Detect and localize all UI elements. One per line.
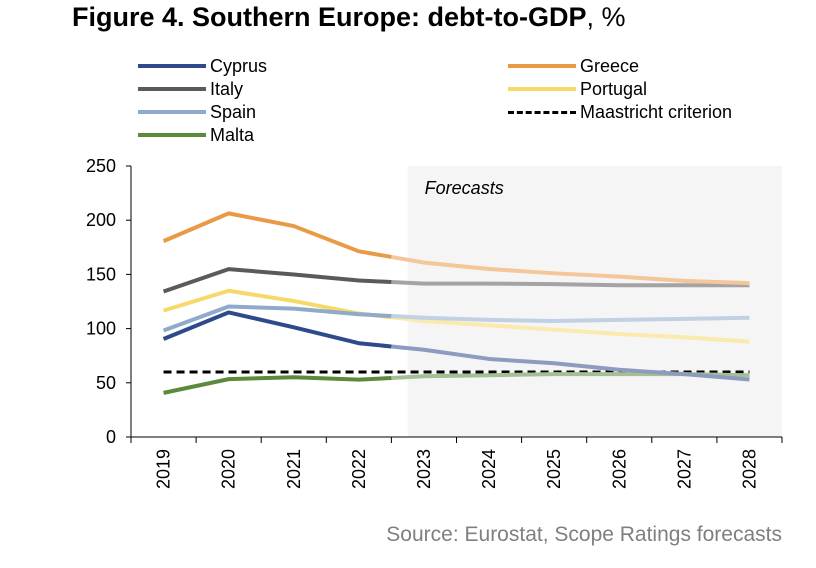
series-line-greece	[162, 211, 392, 259]
chart-title-main: Figure 4. Southern Europe: debt-to-GDP	[72, 2, 587, 32]
series-line-forecast-cyprus	[391, 344, 750, 382]
y-tick-label: 250	[86, 156, 116, 176]
x-tick-label: 2023	[414, 449, 434, 489]
x-tick-label: 2019	[154, 449, 174, 489]
chart-title: Figure 4. Southern Europe: debt-to-GDP, …	[72, 2, 626, 33]
y-tick-label: 0	[106, 427, 116, 447]
series-line-spain	[162, 304, 392, 333]
series-line-forecast-italy	[391, 280, 750, 288]
series-line-forecast-portugal	[391, 315, 750, 344]
x-tick-label: 2025	[544, 449, 564, 489]
source-note: Source: Eurostat, Scope Ratings forecast…	[386, 523, 782, 546]
forecast-region	[407, 166, 782, 437]
y-tick-label: 100	[86, 319, 116, 339]
x-tick-label: 2021	[284, 449, 304, 489]
series-line-forecast-spain	[391, 314, 750, 324]
y-tick-label: 50	[96, 373, 116, 393]
x-tick-label: 2027	[674, 449, 694, 489]
series-line-malta	[163, 375, 392, 395]
x-tick-label: 2024	[479, 449, 499, 489]
x-tick-label: 2020	[219, 449, 239, 489]
y-tick-label: 200	[86, 210, 116, 230]
x-tick-label: 2026	[609, 449, 629, 489]
x-tick-label: 2028	[739, 449, 759, 489]
series-line-cyprus	[162, 310, 392, 349]
line-chart: Forecasts 0 50 100 150 200 250 2019 2020 2021 2022…	[86, 156, 783, 489]
forecast-label: Forecasts	[425, 178, 504, 198]
y-tick-label: 150	[86, 264, 116, 284]
series-line-forecast-greece	[391, 254, 750, 286]
x-tick-label: 2022	[349, 449, 369, 489]
chart-title-unit: , %	[586, 2, 626, 32]
series-line-italy	[162, 267, 392, 294]
